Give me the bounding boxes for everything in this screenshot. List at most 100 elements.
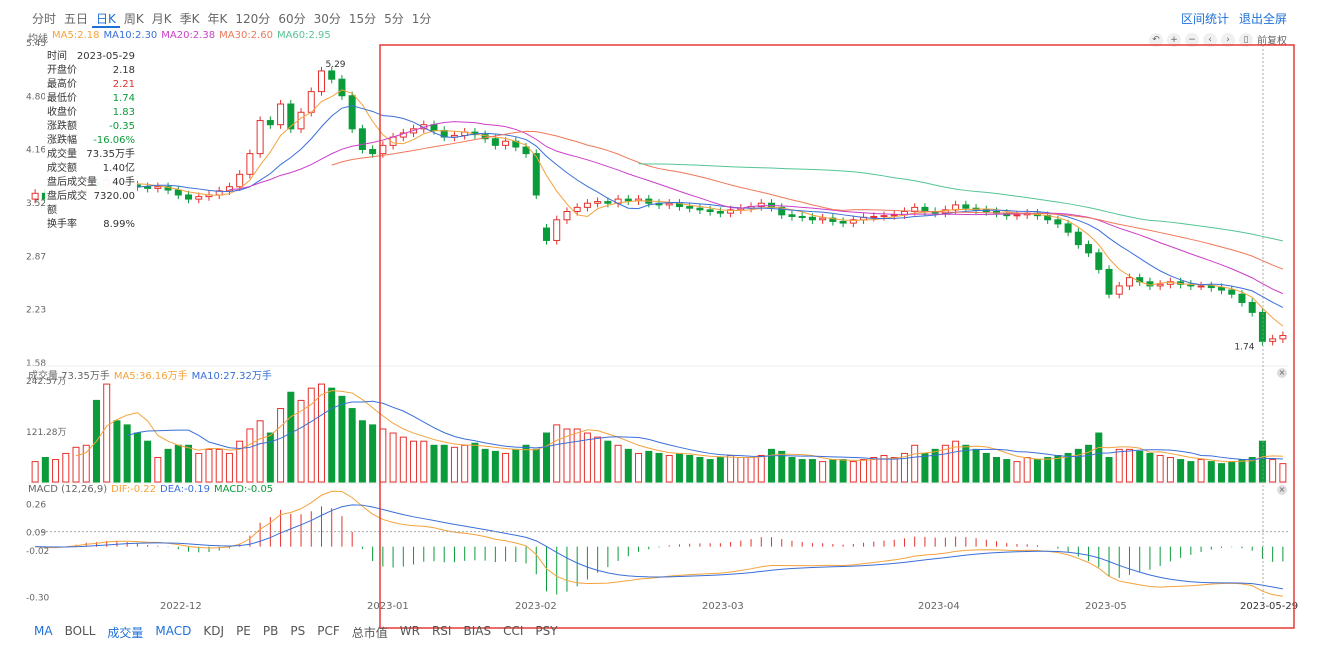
period-tab-4[interactable]: 月K — [151, 12, 172, 26]
candle-body — [880, 215, 888, 218]
volume-bar — [1166, 457, 1174, 483]
vol-ma10-line — [127, 400, 1283, 461]
volume-bar — [1115, 448, 1123, 483]
candle-body — [716, 211, 724, 214]
right-arrow-icon[interactable]: › — [1221, 32, 1235, 47]
volume-bar — [962, 444, 970, 483]
left-arrow-icon[interactable]: ‹ — [1203, 32, 1217, 47]
info-row: 涨跌幅 -16.06% — [45, 134, 137, 148]
volume-bar — [215, 448, 223, 483]
volume-bar — [185, 444, 193, 483]
close-volume-icon[interactable]: × — [1277, 368, 1287, 378]
volume-bar — [798, 459, 806, 483]
period-tab-0[interactable]: 分时 — [32, 12, 57, 26]
period-tab-10[interactable]: 15分 — [348, 12, 377, 26]
indicator-tab[interactable]: BOLL — [64, 624, 96, 638]
price-tick: 3.52 — [26, 199, 46, 209]
volume-value: 成交量 73.35万手 — [28, 371, 110, 382]
volume-bar — [491, 450, 499, 483]
undo-icon[interactable]: ↶ — [1149, 32, 1163, 47]
period-tab-9[interactable]: 30分 — [313, 12, 341, 26]
volume-bar — [1085, 444, 1093, 483]
volume-bar — [328, 387, 336, 483]
period-tab-11[interactable]: 5分 — [384, 12, 404, 26]
indicator-tab[interactable]: PS — [290, 624, 306, 638]
macd-legend: MACD (12,26,9) DIF:-0.22 DEA:-0.19 MACD:… — [28, 484, 273, 495]
volume-bar — [1177, 459, 1185, 483]
candle-body — [31, 192, 39, 200]
exit-fullscreen-button[interactable]: 退出全屏 — [1238, 12, 1287, 26]
indicator-tab[interactable]: MA — [34, 624, 53, 638]
volume-bar — [164, 448, 172, 483]
ma20-line — [229, 121, 1284, 295]
volume-bar — [266, 432, 274, 483]
indicator-tab[interactable]: MACD — [155, 624, 192, 638]
range-selection-box[interactable] — [379, 44, 1295, 629]
indicator-tab[interactable]: 总市值 — [351, 626, 388, 640]
close-macd-icon[interactable]: × — [1277, 485, 1287, 495]
volume-bar — [757, 454, 765, 483]
period-tab-7[interactable]: 120分 — [235, 12, 271, 26]
indicator-tab[interactable]: PE — [236, 624, 251, 638]
candle-body — [962, 204, 970, 209]
volume-bar — [154, 457, 162, 483]
info-key: 最低价 — [47, 93, 77, 104]
period-tab-3[interactable]: 周K — [123, 12, 144, 26]
indicator-tabs: MA BOLL 成交量 MACD KDJ PE PB PS PCF 总市值 WR RSI BIAS CCI… — [28, 624, 564, 641]
indicator-tab[interactable]: PSY — [535, 624, 558, 638]
volume-bar — [788, 457, 796, 483]
info-panel: 时间 2023-05-29 开盘价 2.18 最高价 2.21 最低价 1.74 收盘价 1.83… — [45, 50, 137, 232]
indicator-tab[interactable]: KDJ — [203, 624, 225, 638]
macd-tick: 0.26 — [26, 500, 46, 510]
indicator-tab[interactable]: BIAS — [463, 624, 492, 638]
volume-bar — [1156, 454, 1164, 483]
period-tab-1[interactable]: 五日 — [64, 12, 89, 26]
volume-bar — [982, 452, 990, 483]
volume-bar — [686, 454, 694, 483]
volume-bar — [1105, 457, 1113, 483]
restore-label[interactable]: 前复权 — [1257, 36, 1287, 47]
indicator-tab[interactable]: PCF — [317, 624, 340, 638]
info-row: 收盘价 1.83 — [45, 106, 137, 120]
indicator-tab[interactable]: WR — [399, 624, 420, 638]
indicator-tab[interactable]: PB — [262, 624, 279, 638]
volume-bar — [481, 448, 489, 483]
candle-body — [1228, 289, 1236, 295]
period-tab-6[interactable]: 年K — [207, 12, 228, 26]
low-label: 1.74 — [1234, 342, 1254, 352]
ma10-line — [127, 105, 1284, 308]
volume-bar — [1187, 461, 1195, 483]
period-tab-12[interactable]: 1分 — [411, 12, 432, 26]
candle-body — [1197, 285, 1205, 288]
candle-body — [757, 202, 765, 208]
indicator-tab[interactable]: RSI — [431, 624, 452, 638]
volume-bar — [379, 428, 387, 483]
zoom-out-icon[interactable]: − — [1185, 32, 1199, 47]
period-tab-2[interactable]: 日K — [92, 8, 120, 28]
indicator-tab[interactable]: 成交量 — [107, 626, 144, 640]
vol-ma10-value: MA10:27.32万手 — [191, 371, 272, 382]
volume-bar — [1248, 457, 1256, 483]
candle-body — [594, 201, 602, 204]
macd-tick: -0.30 — [26, 594, 50, 604]
candle-body — [256, 120, 264, 155]
zoom-in-icon[interactable]: + — [1167, 32, 1181, 47]
ma30-line — [331, 130, 1284, 270]
volume-bar — [1228, 461, 1236, 483]
period-tab-5[interactable]: 季K — [179, 12, 200, 26]
info-key: 成交额 — [47, 163, 77, 174]
candle-body — [553, 219, 561, 241]
range-stats-button[interactable]: 区间统计 — [1180, 12, 1229, 26]
candle-body — [185, 194, 193, 200]
candle-body — [1095, 252, 1103, 270]
info-row: 盘后成交量 40手 — [45, 176, 137, 190]
indicator-tab[interactable]: CCI — [503, 624, 524, 638]
info-row: 时间 2023-05-29 — [45, 50, 137, 64]
volume-bar — [706, 459, 714, 483]
candle-body — [624, 198, 632, 202]
period-tab-8[interactable]: 60分 — [278, 12, 306, 26]
volume-bar — [430, 444, 438, 483]
lock-icon[interactable]: ▯ — [1239, 32, 1253, 47]
volume-bar — [655, 452, 663, 483]
